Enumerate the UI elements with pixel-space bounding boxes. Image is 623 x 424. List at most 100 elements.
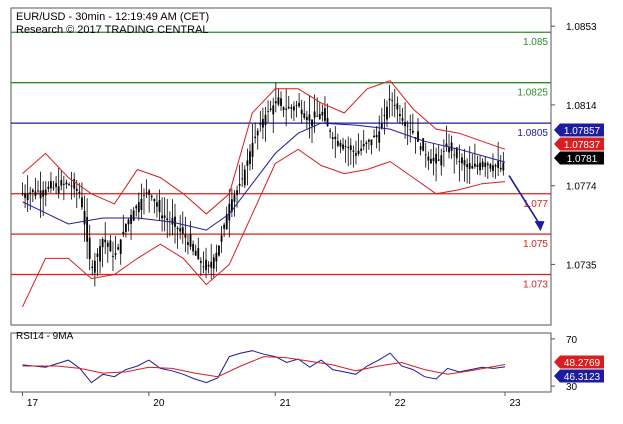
candle-body xyxy=(293,106,295,111)
candle-body xyxy=(324,108,326,121)
candle-body xyxy=(249,151,251,165)
candle-body xyxy=(497,161,500,168)
candle-body xyxy=(57,186,60,194)
candle-body xyxy=(336,140,339,146)
candle-body xyxy=(479,162,481,171)
candle-body xyxy=(388,98,391,101)
candle-body xyxy=(60,180,63,186)
candle-body xyxy=(492,165,494,171)
candle-body xyxy=(313,111,316,118)
price-axis-label: 1.0814 xyxy=(566,101,597,112)
candle-body xyxy=(228,203,231,221)
candle-body xyxy=(406,125,409,127)
rsi-plot-frame xyxy=(10,332,552,393)
candle-body xyxy=(256,130,259,136)
candle-body xyxy=(91,266,94,269)
candle-body xyxy=(236,190,238,195)
candle-body xyxy=(450,142,453,151)
candle-body xyxy=(106,242,109,247)
chart-title: EUR/USD - 30min - 12:19:49 AM (CET) xyxy=(16,11,209,23)
candle-body xyxy=(156,202,158,207)
candle-body xyxy=(305,117,308,121)
candle-body xyxy=(311,119,313,127)
candle-body xyxy=(339,142,342,147)
candle-body xyxy=(349,145,352,150)
candle-body xyxy=(365,142,368,145)
candle-body xyxy=(199,260,202,263)
candle-body xyxy=(373,135,375,138)
candle-body xyxy=(179,228,182,232)
candle-body xyxy=(419,146,422,150)
candle-body xyxy=(352,150,355,152)
candle-body xyxy=(99,246,101,262)
candle-body xyxy=(303,113,306,118)
candle-body xyxy=(86,216,89,242)
candle-body xyxy=(130,214,132,224)
candle-body xyxy=(101,238,104,248)
candle-body xyxy=(210,261,213,268)
candle-body xyxy=(21,193,24,195)
candle-body xyxy=(140,198,143,211)
candle-body xyxy=(442,151,445,152)
candle-body xyxy=(427,156,430,161)
price-level-label: 1.073 xyxy=(523,280,548,291)
candle-body xyxy=(119,239,122,254)
candle-body xyxy=(24,193,26,198)
candle-body xyxy=(272,105,275,115)
candle-body xyxy=(370,139,373,146)
candle-body xyxy=(285,108,288,110)
candle-body xyxy=(212,257,215,269)
candle-body xyxy=(39,190,42,199)
candle-body xyxy=(187,242,189,245)
price-axis-label: 1.0774 xyxy=(566,182,597,193)
candle-body xyxy=(55,183,57,187)
candle-body xyxy=(417,131,419,142)
candle-body xyxy=(171,217,174,225)
candle-body xyxy=(269,108,272,110)
value-badge xyxy=(554,123,604,137)
candle-body xyxy=(241,178,244,180)
candle-body xyxy=(202,266,205,268)
candle-body xyxy=(145,192,148,194)
candle-body xyxy=(344,145,347,147)
candle-body xyxy=(432,157,435,162)
candle-body xyxy=(78,191,81,194)
candle-body xyxy=(225,214,228,230)
rsi-axis-label: 70 xyxy=(566,335,578,346)
candle-body xyxy=(499,167,502,170)
time-axis-label: 23 xyxy=(509,398,521,409)
bollinger-lower-line xyxy=(22,148,506,308)
candle-body xyxy=(62,183,65,185)
value-badge xyxy=(554,151,604,165)
value-badge-label: 1.0781 xyxy=(567,154,598,165)
candle-body xyxy=(259,123,262,125)
candle-body xyxy=(463,160,466,166)
candle-body xyxy=(68,184,70,185)
candle-body xyxy=(44,189,47,196)
candle-body xyxy=(367,139,370,142)
candle-body xyxy=(329,130,332,132)
moving-average-line xyxy=(22,122,506,231)
candle-body xyxy=(277,97,280,105)
candle-body xyxy=(29,192,32,195)
candle-body xyxy=(135,205,138,209)
candle-body xyxy=(287,106,290,109)
candle-body xyxy=(223,224,226,229)
price-axis-label: 1.0735 xyxy=(566,260,597,271)
candle-body xyxy=(422,138,425,151)
candle-body xyxy=(316,115,319,117)
candle-body xyxy=(396,103,399,110)
candle-body xyxy=(34,191,37,197)
value-badge xyxy=(554,137,604,151)
candle-body xyxy=(109,240,112,252)
candle-body xyxy=(163,215,166,218)
candle-body xyxy=(471,165,474,169)
price-plot-frame xyxy=(10,7,552,326)
candle-body xyxy=(391,100,394,101)
candle-body xyxy=(122,231,125,235)
candle-body xyxy=(161,215,163,219)
time-axis-label: 21 xyxy=(280,398,292,409)
